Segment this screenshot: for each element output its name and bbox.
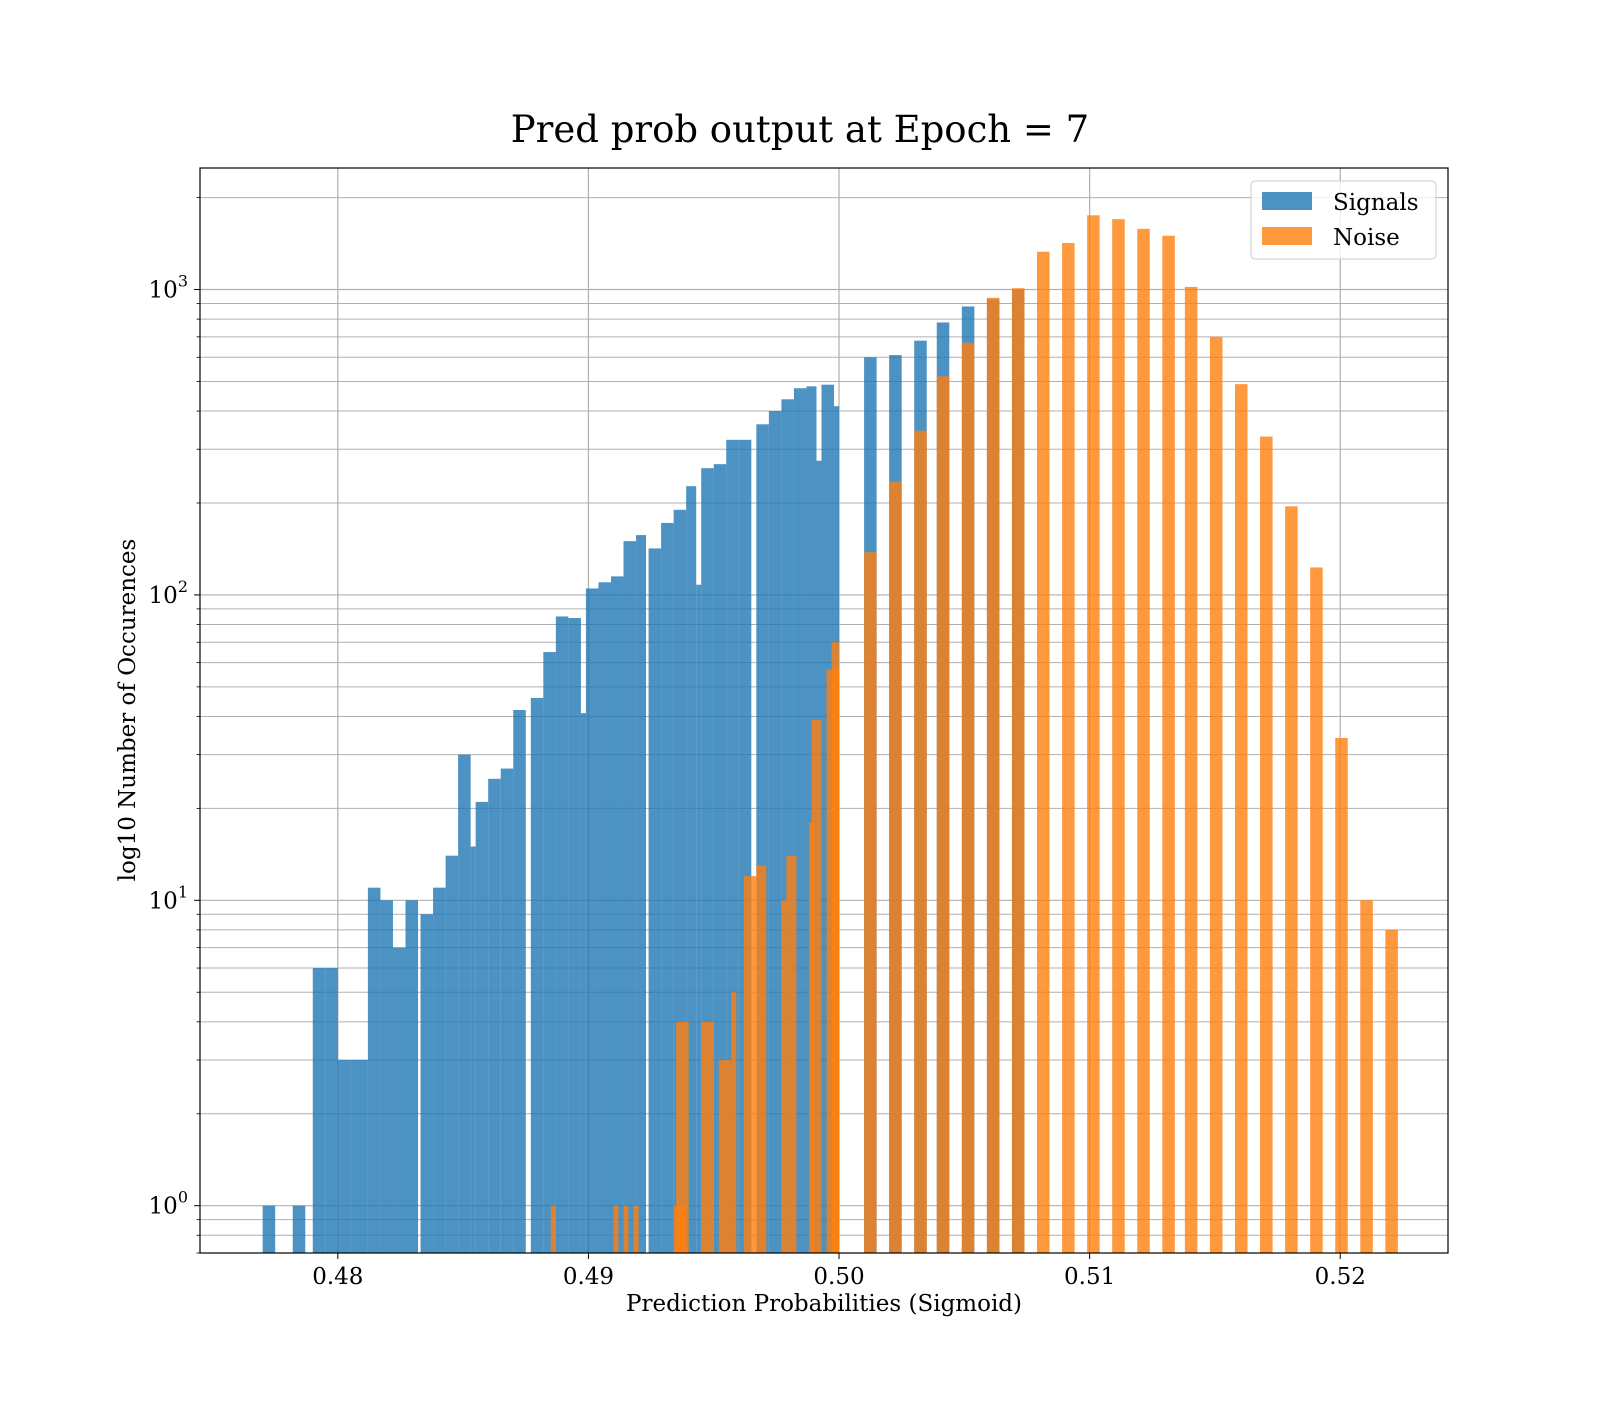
bar-noise bbox=[1162, 235, 1175, 1253]
bar-noise bbox=[914, 430, 927, 1253]
bar-noise bbox=[1137, 228, 1150, 1253]
y-tick-label: 102 bbox=[149, 577, 188, 609]
bar-noise bbox=[831, 642, 840, 1253]
bars bbox=[262, 215, 1398, 1254]
bar-noise bbox=[633, 1205, 639, 1253]
y-tick-label: 103 bbox=[149, 272, 188, 304]
x-tick-label: 0.49 bbox=[563, 1264, 614, 1290]
bar-signals bbox=[648, 548, 662, 1253]
bar-noise bbox=[781, 900, 787, 1253]
y-tick-label: 100 bbox=[149, 1188, 188, 1220]
bar-signals bbox=[500, 768, 514, 1253]
bar-noise bbox=[718, 1059, 732, 1253]
bar-noise bbox=[808, 822, 814, 1253]
bar-signals bbox=[475, 801, 489, 1253]
legend: Signals Noise bbox=[1250, 180, 1437, 260]
bar-noise bbox=[889, 481, 902, 1253]
bar-signals bbox=[580, 713, 586, 1253]
bar-noise bbox=[1385, 929, 1398, 1253]
bar-noise bbox=[1062, 243, 1075, 1253]
bar-noise bbox=[676, 1021, 689, 1253]
bar-noise bbox=[1037, 251, 1050, 1253]
y-axis-label: log10 Number of Occurences bbox=[115, 539, 141, 882]
bar-signals bbox=[686, 486, 697, 1253]
bar-noise bbox=[986, 297, 1000, 1253]
chart-title: Pred prob output at Epoch = 7 bbox=[511, 108, 1089, 151]
bar-noise bbox=[1209, 336, 1223, 1253]
plot-frame bbox=[199, 167, 1449, 1254]
legend-swatch-signals bbox=[1262, 192, 1312, 210]
y-tick-label: 101 bbox=[149, 882, 188, 914]
bar-signals bbox=[420, 914, 434, 1253]
legend-label-noise: Noise bbox=[1333, 225, 1400, 251]
bar-signals bbox=[445, 855, 459, 1253]
bar-signals bbox=[488, 778, 501, 1253]
bar-noise bbox=[1184, 286, 1198, 1253]
bar-noise bbox=[701, 1021, 714, 1253]
bar-signals bbox=[405, 900, 419, 1253]
bar-signals bbox=[806, 386, 817, 1253]
bar-signals bbox=[350, 1059, 368, 1253]
ticks: 100 101 102 103 0.48 0.49 0.50 0.51 0.52 bbox=[149, 197, 1366, 1290]
bar-signals bbox=[610, 576, 624, 1253]
bar-noise bbox=[961, 342, 975, 1253]
x-tick-label: 0.51 bbox=[1064, 1264, 1115, 1290]
x-tick-label: 0.48 bbox=[312, 1264, 363, 1290]
bar-signals bbox=[367, 887, 381, 1253]
bar-signals bbox=[793, 388, 807, 1253]
bar-signals bbox=[636, 535, 647, 1253]
bar-signals bbox=[433, 887, 446, 1253]
bar-noise bbox=[786, 855, 797, 1253]
bar-noise bbox=[1234, 384, 1248, 1253]
bar-noise bbox=[550, 1205, 556, 1253]
bar-signals bbox=[661, 522, 674, 1253]
x-tick-label: 0.50 bbox=[813, 1264, 864, 1290]
bar-noise bbox=[613, 1205, 619, 1253]
bar-noise bbox=[1087, 215, 1100, 1253]
bar-signals bbox=[555, 616, 569, 1253]
bar-signals bbox=[470, 846, 476, 1253]
bar-signals bbox=[543, 652, 556, 1253]
bar-noise bbox=[731, 992, 737, 1253]
bar-signals bbox=[325, 968, 338, 1253]
bar-noise bbox=[1335, 737, 1348, 1253]
bar-signals bbox=[262, 1205, 276, 1253]
bar-signals bbox=[513, 709, 526, 1253]
bar-noise bbox=[864, 552, 877, 1253]
bar-signals bbox=[568, 618, 581, 1253]
bar-noise bbox=[811, 719, 822, 1253]
bar-signals bbox=[713, 464, 727, 1253]
bar-noise bbox=[1285, 506, 1298, 1253]
bar-signals bbox=[458, 754, 471, 1253]
legend-swatch-noise bbox=[1262, 227, 1312, 245]
bar-signals bbox=[337, 1059, 351, 1253]
legend-label-signals: Signals bbox=[1333, 190, 1419, 216]
bar-noise bbox=[1310, 567, 1323, 1253]
bar-signals bbox=[623, 541, 637, 1253]
bar-noise bbox=[1112, 219, 1125, 1253]
bar-noise bbox=[936, 376, 950, 1253]
bar-noise bbox=[743, 876, 757, 1253]
bar-signals bbox=[598, 582, 611, 1253]
bar-signals bbox=[696, 584, 702, 1253]
bar-signals bbox=[292, 1205, 306, 1253]
x-tick-label: 0.52 bbox=[1315, 1264, 1366, 1290]
bar-signals bbox=[312, 968, 326, 1253]
bar-noise bbox=[1260, 436, 1273, 1253]
bar-signals bbox=[530, 697, 544, 1253]
bar-signals bbox=[380, 900, 393, 1253]
series-noise bbox=[550, 215, 1398, 1254]
bar-signals bbox=[768, 411, 782, 1254]
bar-signals bbox=[585, 588, 599, 1253]
bar-noise bbox=[1011, 288, 1025, 1254]
bar-signals bbox=[392, 947, 406, 1253]
bar-noise bbox=[1360, 900, 1373, 1253]
bar-noise bbox=[756, 865, 767, 1253]
x-axis-label: Prediction Probabilities (Sigmoid) bbox=[626, 1291, 1022, 1317]
bar-noise bbox=[623, 1205, 629, 1253]
